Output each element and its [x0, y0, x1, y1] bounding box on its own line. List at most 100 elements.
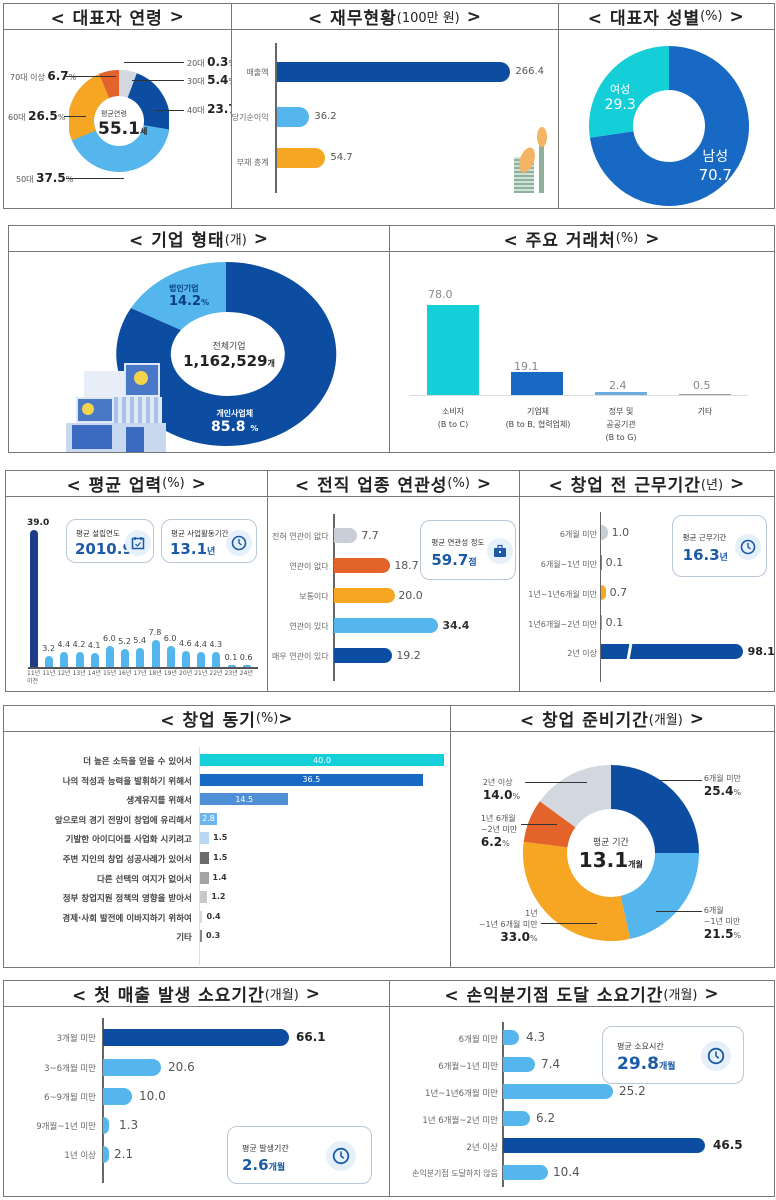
- bar-value: 6.0: [163, 633, 177, 643]
- bar-6-9m: [103, 1088, 132, 1105]
- bar-2y-plus: [503, 1138, 705, 1153]
- leader-line: [154, 110, 184, 111]
- bar-label: 1년~1년6개월 미만: [528, 590, 597, 599]
- bar-6m-1y: [600, 555, 602, 570]
- bar-label: 보통이다: [299, 592, 329, 601]
- bar-label: 연관이 있다: [289, 622, 329, 631]
- age-label-20s: 20대 0.3%: [187, 55, 231, 69]
- panel-prior-work-period: < 창업 전 근무기간 (년) > 6개월 미만 1.0 6개월~1년 미만 0.…: [519, 471, 774, 691]
- bar-category-label: 기타: [697, 407, 713, 416]
- bar-value: 0.1: [605, 616, 624, 629]
- bar-1y-1y6m: [600, 585, 606, 600]
- bar-label: 1년~1년6개월 미만: [425, 1089, 498, 1099]
- x-tick-label: 19년: [163, 670, 177, 677]
- motivation-bar: [200, 852, 210, 864]
- bar-value: 14.5: [235, 794, 254, 804]
- row-5: < 첫 매출 발생 소요기간 (개월) > 3개월 미만 66.1 3~6개월 미…: [3, 980, 775, 1197]
- bar-category-label: 정부 및 공공기관 (B to G): [605, 407, 637, 442]
- bar-value: 2.1: [114, 1147, 134, 1161]
- leader-line: [655, 911, 702, 912]
- bar-value: 20.0: [398, 589, 423, 602]
- bar-value: 4.4: [194, 639, 207, 649]
- year-bar: [121, 648, 130, 667]
- building-illustration: [66, 363, 176, 452]
- bar-value: 5.2: [118, 636, 131, 646]
- bar-value: 1.3: [119, 1118, 139, 1132]
- panel-business-years: < 평균 업력 (%) > 평균 설립연도 2010.9 평균 사업활동기간 13…: [6, 471, 269, 691]
- clock-icon: [226, 530, 252, 556]
- bar-value: 0.7: [609, 586, 628, 599]
- bar-value: 6.2: [536, 1111, 556, 1125]
- leader-line: [658, 780, 702, 781]
- prep-donut-chart: [522, 765, 699, 942]
- panel-ceo-age: < 대표자 연령 > 평균연령 55.1세 20대 0.3% 30대 5.4% …: [4, 4, 233, 208]
- y-axis: [199, 747, 200, 965]
- motivation-bar: 2.8: [200, 812, 218, 825]
- year-bar: [136, 648, 145, 667]
- leader-line: [540, 923, 597, 924]
- bar-value: 7.7: [361, 529, 379, 542]
- bar-net-income: [277, 107, 310, 127]
- prep-label-1y-1y6m: 1년 ~1년 6개월 미만 33.0%: [478, 909, 538, 944]
- bar-revenue: [277, 62, 511, 82]
- avg-work-period-card: 평균 근무기간 16.3년: [671, 515, 767, 577]
- bar-label: 3~6개월 미만: [44, 1064, 96, 1074]
- motivation-bar: 14.5: [200, 793, 289, 806]
- clock-icon: [734, 534, 761, 560]
- y-axis: [275, 43, 277, 193]
- bar-label: 2년 이상: [567, 649, 597, 658]
- motivation-label: 경제·사회 발전에 이바지하기 위하여: [62, 913, 192, 924]
- company-center: 전체기업 1,162,529개: [183, 342, 275, 370]
- bar-value: 0.1: [605, 556, 624, 569]
- year-bar: [90, 652, 99, 667]
- bar-value: 6.0: [103, 633, 116, 643]
- bar-very-related: [334, 648, 393, 663]
- avg-business-period-card: 평균 사업활동기간 13.1년: [161, 519, 257, 563]
- bar-not-related: [334, 558, 391, 573]
- bar-value: 0.1: [224, 653, 238, 662]
- motivation-bar: [200, 832, 210, 845]
- motivation-label: 나의 적성과 능력을 발휘하기 위해서: [62, 776, 192, 787]
- motivation-label: 정부 창업지원 정책의 영향을 받아서: [62, 894, 192, 905]
- bar-value: 7.8: [148, 627, 162, 637]
- bar-1y-plus: [103, 1146, 109, 1163]
- gender-label-male: 남성 70.7: [698, 149, 732, 184]
- bar-value: 1.4: [212, 872, 227, 882]
- bar-value: 1.5: [213, 833, 228, 843]
- bar-value: 10.0: [139, 1089, 166, 1103]
- x-axis: [28, 667, 258, 669]
- bar-liabilities: [277, 148, 326, 168]
- bar-label: 손익분기점 도달하지 않음: [411, 1169, 498, 1178]
- y-axis: [599, 512, 602, 682]
- bar-value: 1.2: [211, 892, 226, 902]
- age-label-60s: 60대 26.5%: [8, 109, 66, 123]
- bar-label: 매우 연관이 있다: [272, 652, 329, 661]
- bar-value: 36.2: [314, 111, 337, 122]
- y-axis: [333, 514, 335, 681]
- bar-value: 1.5: [213, 853, 228, 862]
- motivation-bar: [200, 891, 208, 904]
- x-tick-label: 21년: [194, 670, 208, 677]
- row-4: < 창업 동기 (%) > 더 높은 소득을 얻을 수 있어서 40.0 나의 적성과 …: [3, 705, 775, 968]
- gender-label-female: 여성 29.3: [604, 83, 636, 113]
- x-tick-label: 24년: [239, 670, 253, 677]
- y-axis: [102, 1018, 104, 1183]
- motivation-label: 앞으로의 경기 전망이 창업에 유리해서: [54, 815, 192, 826]
- avg-relevance-card: 평균 연관성 정도 59.7점: [420, 520, 517, 580]
- bar-label: 전혀 연관이 없다: [272, 532, 329, 541]
- panel-title: < 기업 형태 (개) >: [9, 226, 389, 252]
- bar-value: 25.2: [619, 1084, 646, 1098]
- bar-label: 6개월~1년 미만: [540, 560, 597, 569]
- avg-first-sales-card: 평균 발생기간 2.6개월: [227, 1126, 372, 1184]
- bar-1y6m-2y: [503, 1111, 530, 1126]
- x-tick-label: 15년: [103, 670, 117, 677]
- age-donut-chart: [69, 70, 169, 172]
- motivation-label: 기발한 아이디어를 사업화 시키려고: [65, 835, 192, 846]
- clock-icon: [326, 1141, 356, 1171]
- prep-center: 평균 기간 13.1개월: [578, 838, 643, 872]
- year-bar: [212, 651, 221, 667]
- bar-label: 부채 총계: [236, 158, 269, 167]
- prep-label-6m-1y: 6개월 ~1년 미만 21.5%: [703, 906, 742, 941]
- bar-value: 54.7: [330, 152, 353, 163]
- prep-label-2y-plus: 2년 이상 14.0%: [482, 778, 521, 802]
